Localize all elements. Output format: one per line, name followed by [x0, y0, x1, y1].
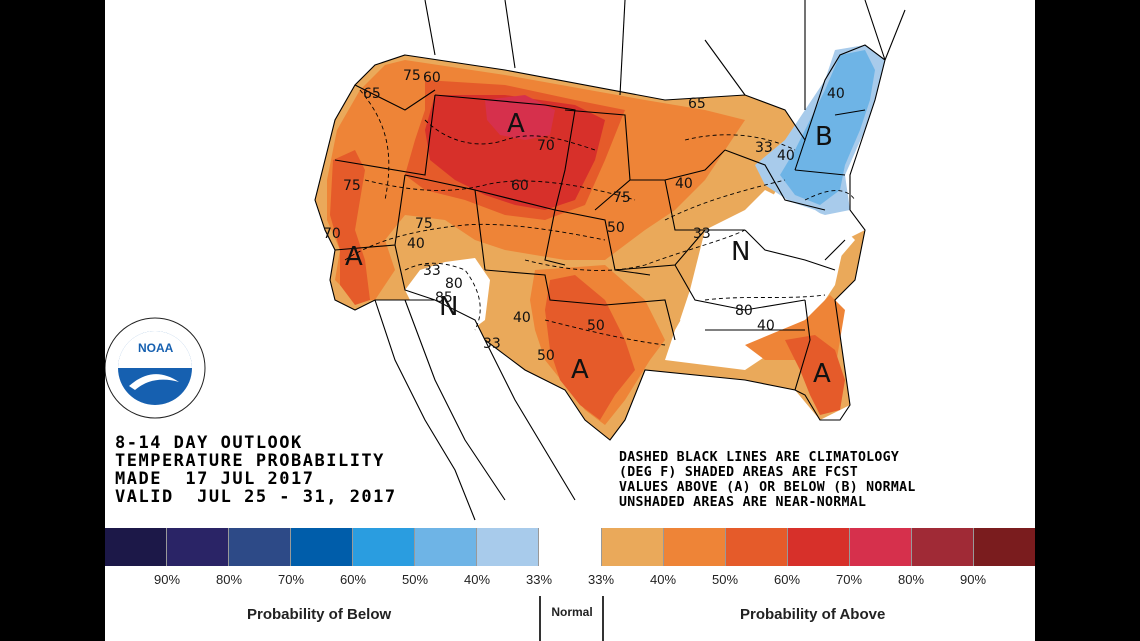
- color-swatch: [539, 528, 602, 566]
- region-letter-above: A: [345, 242, 363, 272]
- shade-above-60-tx: [545, 275, 635, 420]
- color-swatch: [105, 528, 168, 566]
- percent-label: 80%: [897, 572, 925, 587]
- contour-label: 85: [435, 290, 453, 306]
- region-letter-above: A: [571, 355, 589, 385]
- shade-above-60-ca: [330, 150, 370, 305]
- color-swatch: [167, 528, 230, 566]
- region-letter-normal: N: [731, 237, 750, 267]
- contour-label: 75: [403, 68, 421, 84]
- outlook-subtitle: TEMPERATURE PROBABILITY: [115, 451, 385, 471]
- percent-label: 50%: [711, 572, 739, 587]
- contour-label: 40: [407, 236, 425, 252]
- contour-label: 40: [827, 86, 845, 102]
- percent-label: 40%: [649, 572, 677, 587]
- contour-label: 75: [343, 178, 361, 194]
- color-swatch: [973, 528, 1035, 566]
- contour-label: 33: [483, 336, 501, 352]
- outlook-valid-dates: VALID JUL 25 - 31, 2017: [115, 487, 397, 507]
- temperature-outlook-map: 75 60 65 70 60 75 70 75 40 33 80 85 75 5…: [105, 0, 906, 521]
- region-letter-above: A: [813, 359, 831, 389]
- contour-label: 40: [757, 318, 775, 334]
- legend-normal-label: Normal: [551, 605, 593, 619]
- climatology-contours: [344, 89, 856, 346]
- percent-label: 90%: [153, 572, 181, 587]
- color-swatch: [787, 528, 850, 566]
- color-swatch: [663, 528, 726, 566]
- color-swatch: [911, 528, 974, 566]
- map-note-line: VALUES ABOVE (A) OR BELOW (B) NORMAL: [619, 480, 916, 495]
- contour-label: 33: [693, 226, 711, 242]
- map-note-line: DASHED BLACK LINES ARE CLIMATOLOGY: [619, 450, 900, 465]
- percent-label: 40%: [463, 572, 491, 587]
- outlook-title: 8-14 DAY OUTLOOK: [115, 433, 303, 453]
- contour-label: 33: [423, 263, 441, 279]
- percent-label: 33%: [587, 572, 615, 587]
- map-note-line: UNSHADED AREAS ARE NEAR-NORMAL: [619, 495, 867, 510]
- color-swatch: [477, 528, 540, 566]
- region-letter-above: A: [507, 109, 525, 139]
- percent-label: 50%: [401, 572, 429, 587]
- region-letter-below: B: [815, 122, 833, 152]
- color-swatch: [601, 528, 664, 566]
- percent-label: 33%: [525, 572, 553, 587]
- color-swatch: [353, 528, 416, 566]
- percent-label: 70%: [277, 572, 305, 587]
- contour-label: 40: [777, 148, 795, 164]
- legend-separator: [539, 596, 541, 641]
- contour-label: 75: [415, 216, 433, 232]
- contour-label: 70: [537, 138, 555, 154]
- region-letters: A A A A B N N: [345, 109, 833, 389]
- contour-label: 80: [445, 276, 463, 292]
- percent-label: 60%: [773, 572, 801, 587]
- shade-above-70-region: [425, 95, 605, 210]
- contour-label: 65: [363, 86, 381, 102]
- contour-label: 60: [423, 70, 441, 86]
- shade-below-40-region: [780, 50, 875, 205]
- contour-label: 50: [587, 318, 605, 334]
- region-letter-normal: N: [439, 292, 458, 322]
- legend-above-label: Probability of Above: [740, 606, 886, 623]
- contour-label: 75: [613, 190, 631, 206]
- near-normal-southwest: [405, 258, 490, 335]
- contour-label: 50: [537, 348, 555, 364]
- state-borders: [314, 0, 906, 521]
- contour-label: 70: [323, 226, 341, 242]
- contour-label: 60: [511, 178, 529, 194]
- percent-label: 60%: [339, 572, 367, 587]
- contour-labels: 75 60 65 70 60 75 70 75 40 33 80 85 75 5…: [323, 68, 845, 364]
- near-normal-southeast: [680, 190, 855, 340]
- contour-label: 65: [688, 96, 706, 112]
- noaa-logo: NOAA: [105, 317, 206, 419]
- contour-label: 50: [607, 220, 625, 236]
- percent-label: 90%: [959, 572, 987, 587]
- percent-label: 80%: [215, 572, 243, 587]
- color-swatch: [229, 528, 292, 566]
- legend-below-label: Probability of Below: [247, 606, 392, 623]
- noaa-logo-text: NOAA: [138, 341, 174, 355]
- outlook-made-date: MADE 17 JUL 2017: [115, 469, 315, 489]
- shade-above-60-fl: [785, 335, 845, 415]
- color-swatch: [849, 528, 912, 566]
- color-swatch: [725, 528, 788, 566]
- probability-shading: [315, 45, 885, 440]
- color-swatch: [291, 528, 354, 566]
- probability-color-bar: [105, 528, 1035, 566]
- percent-label: 70%: [835, 572, 863, 587]
- contour-label: 80: [735, 303, 753, 319]
- map-note-line: (DEG F) SHADED AREAS ARE FCST: [619, 465, 858, 480]
- contour-label: 40: [675, 176, 693, 192]
- outlook-frame: 75 60 65 70 60 75 70 75 40 33 80 85 75 5…: [105, 0, 1035, 641]
- shade-above-80-region: [485, 95, 555, 140]
- contour-label: 40: [513, 310, 531, 326]
- color-swatch: [415, 528, 478, 566]
- contour-label: 33: [755, 140, 773, 156]
- probability-percent-labels: 90% 80% 70% 60% 50% 40% 33% 33% 40% 50% 60% 70% 80% 9…: [105, 572, 1035, 590]
- legend-separator: [602, 596, 604, 641]
